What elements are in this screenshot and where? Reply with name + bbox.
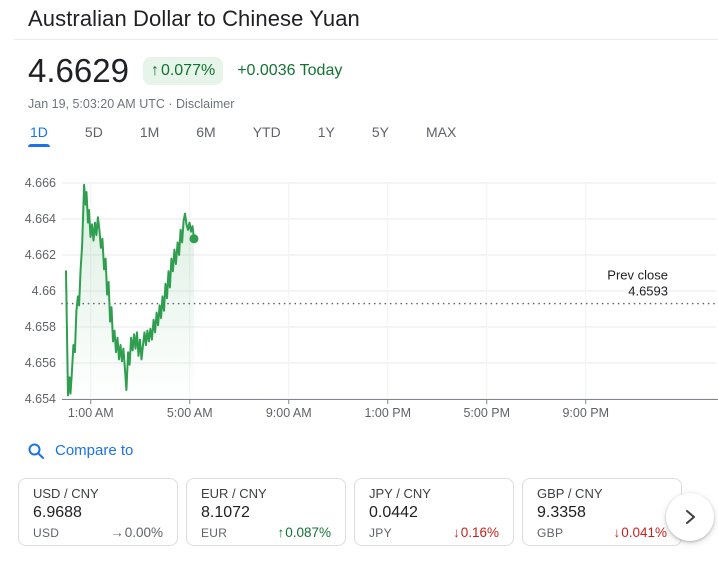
currency-code: JPY (369, 526, 392, 540)
chevron-right-icon (686, 510, 695, 524)
svg-text:5:00 AM: 5:00 AM (167, 406, 213, 420)
svg-text:4.66: 4.66 (32, 284, 56, 298)
svg-text:9:00 PM: 9:00 PM (562, 406, 609, 420)
card-jpy-cny[interactable]: JPY / CNY 0.0442 JPY ↓ 0.16% (354, 478, 514, 546)
price-chart-svg: 4.666 4.664 4.662 4.66 4.658 4.656 4.654 1:00 A… (25, 176, 718, 420)
percent-change-value: 0.077% (160, 62, 216, 79)
down-arrow-icon: ↓ (452, 525, 460, 540)
svg-text:1:00 AM: 1:00 AM (68, 406, 114, 420)
pair-change-pct: 0.00% (124, 525, 163, 540)
svg-text:5:00 PM: 5:00 PM (463, 406, 510, 420)
pair-value: 9.3358 (537, 504, 586, 521)
compare-to-label: Compare to (55, 442, 134, 459)
compare-to-button[interactable]: Compare to (28, 442, 133, 459)
pair-change: ↑ 0.087% (277, 525, 331, 540)
page-title: Australian Dollar to Chinese Yuan (28, 6, 360, 31)
pair-change: ↓ 0.16% (453, 525, 499, 540)
pair-value: 0.0442 (369, 504, 418, 521)
tab-5y[interactable]: 5Y (371, 124, 389, 140)
card-gbp-cny[interactable]: GBP / CNY 9.3358 GBP ↓ 0.041% (522, 478, 682, 546)
flat-arrow-icon: → (110, 525, 124, 540)
pair-change-pct: 0.087% (285, 525, 331, 540)
separator-dot: · (168, 97, 173, 111)
quote-timestamp-row: Jan 19, 5:03:20 AM UTC · Disclaimer (28, 97, 234, 111)
up-arrow-icon: ↑ (277, 525, 285, 540)
svg-text:Prev close: Prev close (607, 268, 668, 283)
tab-1y[interactable]: 1Y (317, 124, 335, 140)
tab-5d[interactable]: 5D (84, 124, 103, 140)
pair-label: GBP / CNY (537, 486, 603, 501)
pair-change: ↓ 0.041% (613, 525, 667, 540)
card-eur-cny[interactable]: EUR / CNY 8.1072 EUR ↑ 0.087% (186, 478, 346, 546)
comparison-cards: USD / CNY 6.9688 USD → 0.00% EUR / CNY 8… (18, 478, 682, 546)
pair-change-pct: 0.16% (460, 525, 499, 540)
search-icon (28, 443, 44, 459)
down-arrow-icon: ↓ (613, 525, 621, 540)
svg-text:4.6593: 4.6593 (628, 284, 668, 299)
pair-value: 8.1072 (201, 504, 250, 521)
quote-summary: 4.6629 ↑ 0.077% +0.0036 Today (28, 52, 342, 90)
disclaimer-link[interactable]: Disclaimer (176, 97, 235, 111)
card-usd-cny[interactable]: USD / CNY 6.9688 USD → 0.00% (18, 478, 178, 546)
pair-label: USD / CNY (33, 486, 99, 501)
absolute-change-today: +0.0036 Today (237, 62, 343, 79)
svg-text:4.656: 4.656 (25, 356, 56, 370)
tab-ytd[interactable]: YTD (252, 124, 281, 140)
pair-change-pct: 0.041% (621, 525, 667, 540)
pair-change: → 0.00% (110, 525, 163, 540)
svg-text:4.658: 4.658 (25, 320, 56, 334)
percent-change-badge: ↑ 0.077% (142, 57, 224, 85)
currency-code: EUR (201, 526, 228, 540)
tab-1d[interactable]: 1D (28, 124, 50, 147)
quote-timestamp: Jan 19, 5:03:20 AM UTC (28, 97, 165, 111)
svg-text:4.662: 4.662 (25, 248, 56, 262)
header-divider (14, 39, 718, 40)
tab-6m[interactable]: 6M (196, 124, 216, 140)
pair-label: EUR / CNY (201, 486, 267, 501)
svg-text:9:00 AM: 9:00 AM (266, 406, 312, 420)
current-price: 4.6629 (28, 52, 129, 89)
svg-text:1:00 PM: 1:00 PM (364, 406, 411, 420)
range-tabs: 1D 5D 1M 6M YTD 1Y 5Y MAX (28, 124, 457, 147)
svg-text:4.664: 4.664 (25, 212, 56, 226)
scroll-cards-right-button[interactable] (666, 493, 714, 541)
pair-value: 6.9688 (33, 504, 82, 521)
up-arrow-icon: ↑ (150, 62, 159, 79)
tab-max[interactable]: MAX (425, 124, 457, 140)
svg-text:4.654: 4.654 (25, 392, 56, 406)
tab-1m[interactable]: 1M (139, 124, 160, 140)
currency-code: USD (33, 526, 60, 540)
price-chart[interactable]: 4.666 4.664 4.662 4.66 4.658 4.656 4.654 1:00 A… (0, 165, 718, 427)
pair-label: JPY / CNY (369, 486, 431, 501)
svg-text:4.666: 4.666 (25, 176, 56, 190)
currency-code: GBP (537, 526, 564, 540)
